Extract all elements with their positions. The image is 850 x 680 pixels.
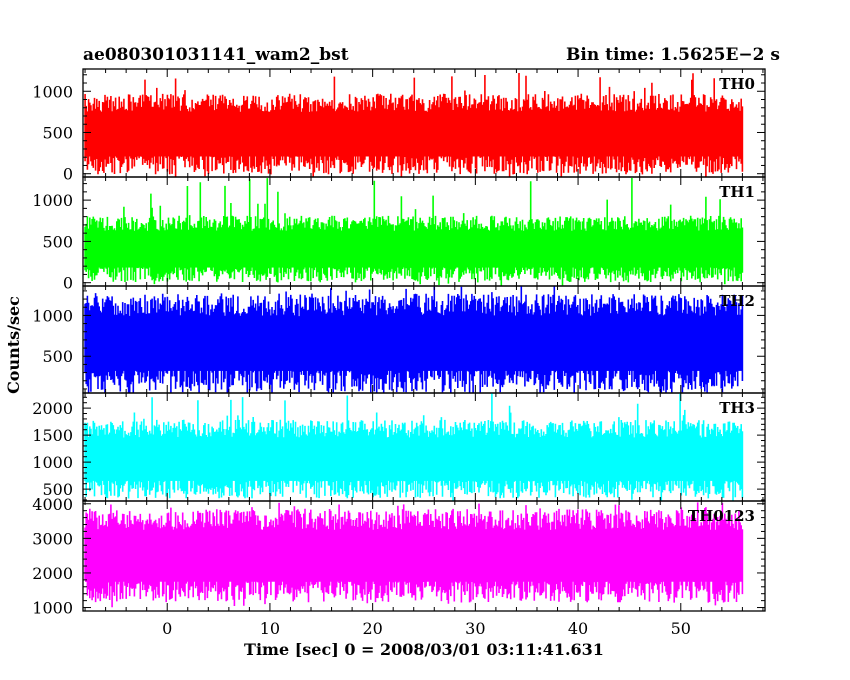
chart-title-left: ae080301031141_wam2_bst [83,45,349,65]
y-tick-label: 2000 [32,564,73,583]
series-th1-core [85,234,743,268]
y-tick-label: 3000 [32,529,73,548]
y-tick-label: 1000 [32,599,73,618]
panel-frame [82,500,766,612]
series-th3-core [85,441,743,481]
y-tick-label: 4000 [32,495,73,514]
y-tick-label: 500 [42,347,73,366]
y-tick-label: 2000 [32,399,73,418]
y-tick-label: 1000 [32,306,73,325]
y-tick-label: 500 [42,232,73,251]
panel-th3: 500 1000 1500 2000 TH3 [32,392,766,502]
y-tick-label: 500 [42,123,73,142]
x-tick-label: 40 [568,619,588,638]
x-tick-label: 10 [260,619,280,638]
panel-th1: 0 500 1000 TH1 [32,176,766,293]
chart-title-right: Bin time: 1.5625E−2 s [566,45,780,65]
series-label-th0123: TH0123 [688,507,755,525]
series-label-th0: TH0 [719,75,755,93]
y-tick-label: 0 [63,274,73,293]
y-tick-label: 500 [42,480,73,499]
x-tick-label: 20 [362,619,382,638]
y-tick-label: 1500 [32,426,73,445]
series-th2-core [85,321,743,371]
y-tick-label: 0 [63,165,73,184]
y-tick-label: 1000 [32,453,73,472]
series-th0-core [85,116,743,157]
panel-th0: 0 500 1000 TH0 [32,68,766,184]
panel-th2: 500 1000 TH2 [32,285,766,394]
x-tick-label: 50 [671,619,691,638]
x-tick-label: 0 [162,619,172,638]
x-axis-label: Time [sec] 0 = 2008/03/01 03:11:41.631 [244,640,604,659]
y-tick-label: 1000 [32,82,73,101]
series-label-th1: TH1 [719,183,755,201]
y-axis-label: Counts/sec [4,296,23,394]
x-tick-label: 30 [465,619,485,638]
series-label-th2: TH2 [719,292,755,310]
series-th0123-core [85,534,743,582]
series-th1-trace [84,178,744,286]
y-tick-label: 1000 [32,191,73,210]
panel-th0123: 1000 2000 3000 4000 TH0123 0 10 20 30 40 50 [32,495,766,638]
series-label-th3: TH3 [719,399,755,417]
